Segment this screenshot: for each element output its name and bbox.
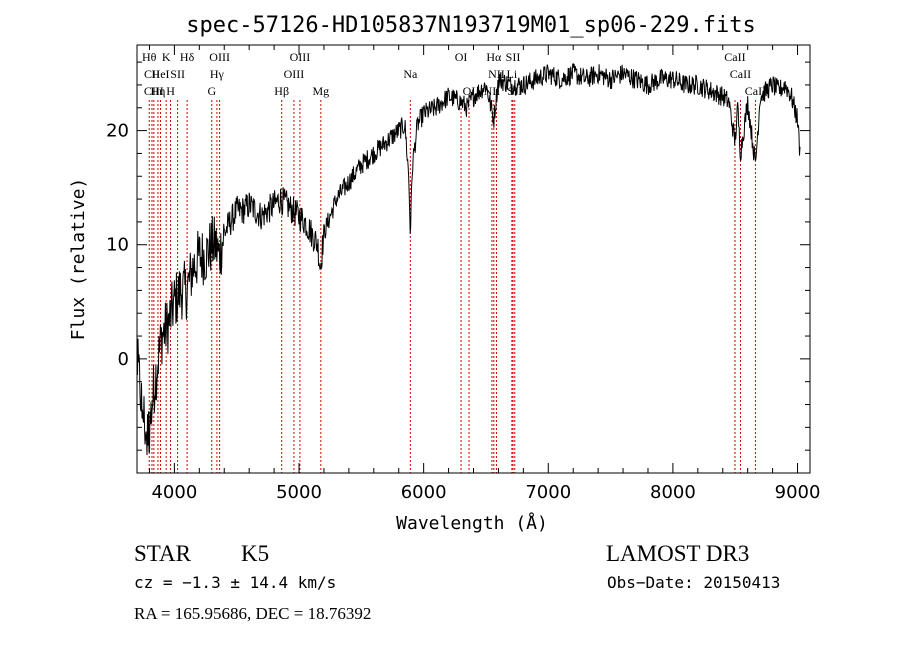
spectral-line-label: SII xyxy=(170,67,185,81)
spectral-line-label: NII xyxy=(488,67,505,81)
x-axis-label: Wavelength (Å) xyxy=(396,512,548,534)
spectral-line-label: Hβ xyxy=(274,84,289,98)
x-tick-label: 8000 xyxy=(650,482,696,503)
spectral-line-label: CaII xyxy=(730,67,751,81)
spectral-line-label: Mg xyxy=(312,84,329,98)
y-axis-ticks: 0 10 20 xyxy=(106,61,810,451)
spectral-line-label: CII xyxy=(144,67,160,81)
spectral-line-label: OI xyxy=(455,50,468,64)
spectral-line-label: OIII xyxy=(209,50,230,64)
y-tick-label: 10 xyxy=(106,235,129,256)
spectral-line-label: Hθ xyxy=(142,50,157,64)
y-tick-label: 20 xyxy=(106,121,129,142)
spectral-line-label: HeI xyxy=(152,67,170,81)
spectral-line-label: CaII xyxy=(724,50,745,64)
obs-date-readout: Obs−Date: 20150413 xyxy=(607,573,780,592)
spectral-line-markers xyxy=(148,100,756,473)
spectral-line-label: Hδ xyxy=(180,50,195,64)
y-axis-label: Flux (relative) xyxy=(68,178,89,341)
x-tick-label: 7000 xyxy=(525,482,571,503)
coordinates-readout: RA = 165.95686, DEC = 18.76392 xyxy=(134,604,371,623)
spectral-line-label: OIII xyxy=(284,67,305,81)
spectral-line-label: Na xyxy=(403,67,418,81)
chart-title: spec-57126-HD105837N193719M01_sp06-229.f… xyxy=(186,13,756,38)
spectral-line-label: G xyxy=(207,84,216,98)
spectral-line-label: Hα xyxy=(486,50,502,64)
spectral-line-label: K xyxy=(162,50,171,64)
plot-frame xyxy=(136,44,811,474)
spectral-line-label: H xyxy=(166,84,175,98)
spectrum-line xyxy=(136,63,801,456)
x-tick-label: 5000 xyxy=(276,482,322,503)
spectral-line-label: Li xyxy=(507,67,518,81)
redshift-readout: cz = −1.3 ± 14.4 km/s xyxy=(134,573,336,592)
x-axis-ticks: 4000 5000 6000 7000 8000 9000 xyxy=(148,45,821,503)
spectral-line-label: Hη xyxy=(150,84,165,98)
x-tick-label: 9000 xyxy=(775,482,821,503)
object-subclass: K5 xyxy=(241,541,269,566)
object-class: STAR xyxy=(134,541,192,566)
spectral-line-label: CIII xyxy=(144,84,164,98)
survey-name: LAMOST DR3 xyxy=(606,541,749,566)
x-tick-label: 6000 xyxy=(401,482,447,503)
spectral-line-label: Hγ xyxy=(210,67,225,81)
spectral-line-label: CaII xyxy=(745,84,766,98)
y-tick-label: 0 xyxy=(118,349,129,370)
spectral-line-label: OIII xyxy=(290,50,311,64)
spectral-line-label: SII xyxy=(506,50,521,64)
x-tick-label: 4000 xyxy=(151,482,197,503)
